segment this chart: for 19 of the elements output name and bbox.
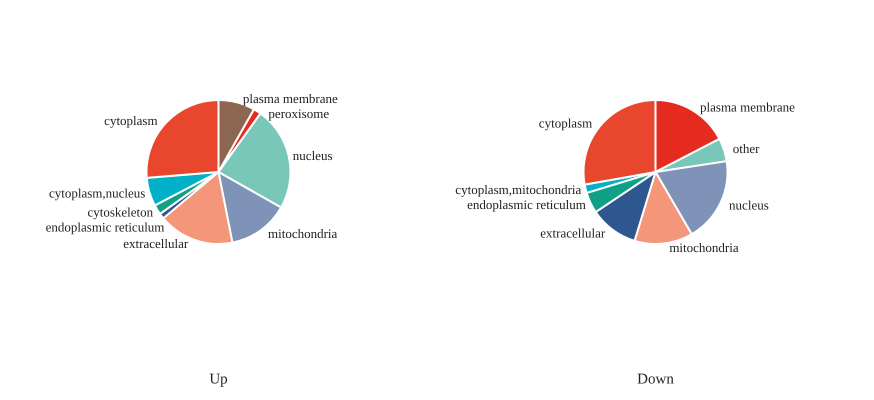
slice-label: nucleus [729,197,769,212]
slice-label: plasma membrane [242,91,338,106]
slice-label: other [732,141,760,156]
slice-label: plasma membrane [700,100,796,115]
slice-label: peroxisome [268,106,330,122]
slice-label: cytoskeleton [87,204,154,220]
slice-label: nucleus [292,148,333,164]
slice-label: extracellular [123,236,189,252]
slice-label: extracellular [540,226,606,241]
slice-label: cytoplasm [538,116,592,131]
slice-label: cytoplasm,nucleus [48,186,146,201]
slice-label: endoplasmic reticulum [467,197,586,212]
text: Down [637,372,674,388]
slice-label: cytoplasm,mitochondria [455,182,582,198]
text: Up [209,372,228,388]
slice-label: mitochondria [669,240,739,255]
slice-label: cytoplasm [104,113,158,128]
slice-label: endoplasmic reticulum [46,219,164,234]
slice-label: mitochondria [268,226,338,242]
